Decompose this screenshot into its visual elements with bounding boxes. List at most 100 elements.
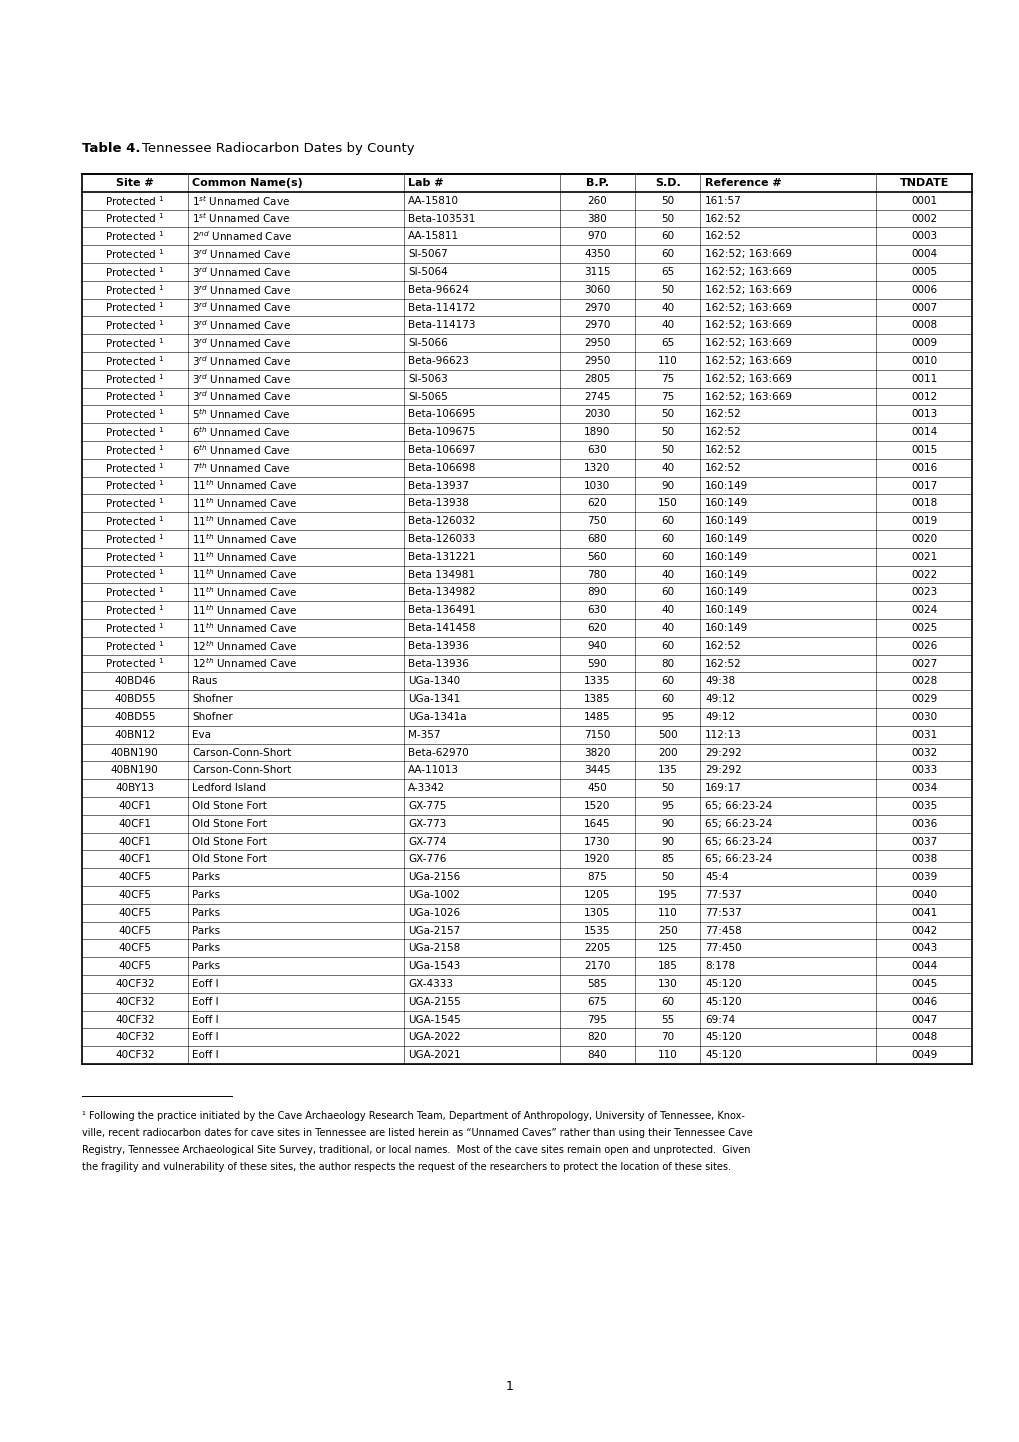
Text: 40CF32: 40CF32 <box>115 996 155 1007</box>
Text: 0039: 0039 <box>910 872 936 883</box>
Text: 1535: 1535 <box>584 926 610 936</box>
Text: 0040: 0040 <box>910 890 936 900</box>
Text: Beta-96624: Beta-96624 <box>408 284 469 294</box>
Text: Old Stone Fort: Old Stone Fort <box>192 800 267 810</box>
Text: 50: 50 <box>660 783 674 793</box>
Text: Common Name(s): Common Name(s) <box>192 177 303 187</box>
Text: Protected $^1$: Protected $^1$ <box>105 247 164 261</box>
Text: 680: 680 <box>587 534 606 544</box>
Text: 75: 75 <box>660 391 674 401</box>
Text: 630: 630 <box>587 606 606 616</box>
Text: 585: 585 <box>587 979 606 989</box>
Text: 75: 75 <box>660 373 674 384</box>
Text: Protected $^1$: Protected $^1$ <box>105 300 164 314</box>
Text: 162:52; 163:669: 162:52; 163:669 <box>704 337 791 348</box>
Text: 80: 80 <box>660 659 674 669</box>
Text: 162:52: 162:52 <box>704 410 741 420</box>
Text: UGa-1026: UGa-1026 <box>408 907 460 917</box>
Text: AA-15810: AA-15810 <box>408 196 459 206</box>
Text: UGa-1543: UGa-1543 <box>408 962 461 970</box>
Text: 2745: 2745 <box>584 391 610 401</box>
Text: 0027: 0027 <box>910 659 936 669</box>
Text: 169:17: 169:17 <box>704 783 741 793</box>
Text: 40CF1: 40CF1 <box>118 854 151 864</box>
Text: Eva: Eva <box>192 730 211 740</box>
Text: 77:458: 77:458 <box>704 926 741 936</box>
Text: 40CF1: 40CF1 <box>118 819 151 829</box>
Text: $11^{th}$ Unnamed Cave: $11^{th}$ Unnamed Cave <box>192 479 298 492</box>
Text: 0033: 0033 <box>910 766 936 776</box>
Text: Carson-Conn-Short: Carson-Conn-Short <box>192 747 291 757</box>
Text: Eoff I: Eoff I <box>192 1015 218 1024</box>
Text: Beta-106695: Beta-106695 <box>408 410 475 420</box>
Text: SI-5063: SI-5063 <box>408 373 447 384</box>
Text: 135: 135 <box>657 766 677 776</box>
Text: 0022: 0022 <box>910 570 936 580</box>
Text: Beta-13936: Beta-13936 <box>408 659 469 669</box>
Text: Parks: Parks <box>192 890 220 900</box>
Text: Parks: Parks <box>192 962 220 970</box>
Text: 60: 60 <box>660 996 674 1007</box>
Text: Table 4.: Table 4. <box>82 141 141 154</box>
Text: 1: 1 <box>505 1380 514 1393</box>
Text: Protected $^1$: Protected $^1$ <box>105 549 164 564</box>
Text: 90: 90 <box>660 819 674 829</box>
Text: 2805: 2805 <box>584 373 610 384</box>
Text: 162:52: 162:52 <box>704 659 741 669</box>
Text: 0013: 0013 <box>910 410 936 420</box>
Text: UGa-1341: UGa-1341 <box>408 694 461 704</box>
Text: 162:52; 163:669: 162:52; 163:669 <box>704 356 791 366</box>
Text: 620: 620 <box>587 499 606 508</box>
Text: Protected $^1$: Protected $^1$ <box>105 639 164 653</box>
Text: Beta-96623: Beta-96623 <box>408 356 469 366</box>
Text: $3^{rd}$ Unnamed Cave: $3^{rd}$ Unnamed Cave <box>192 336 290 350</box>
Text: 2970: 2970 <box>584 320 610 330</box>
Text: 0007: 0007 <box>910 303 936 313</box>
Text: 7150: 7150 <box>584 730 610 740</box>
Text: $1^{st}$ Unnamed Cave: $1^{st}$ Unnamed Cave <box>192 193 289 208</box>
Text: 3115: 3115 <box>584 267 610 277</box>
Text: 890: 890 <box>587 587 606 597</box>
Text: Protected $^1$: Protected $^1$ <box>105 585 164 600</box>
Text: 60: 60 <box>660 587 674 597</box>
Text: Shofner: Shofner <box>192 694 232 704</box>
Text: 160:149: 160:149 <box>704 480 748 490</box>
Text: 0004: 0004 <box>910 249 936 260</box>
Text: 185: 185 <box>657 962 677 970</box>
Text: 40BN12: 40BN12 <box>114 730 155 740</box>
Text: 0037: 0037 <box>910 836 936 846</box>
Text: 162:52: 162:52 <box>704 446 741 454</box>
Text: 260: 260 <box>587 196 606 206</box>
Text: $11^{th}$ Unnamed Cave: $11^{th}$ Unnamed Cave <box>192 603 298 617</box>
Text: 49:38: 49:38 <box>704 676 735 686</box>
Text: 40: 40 <box>660 320 674 330</box>
Text: Beta-13937: Beta-13937 <box>408 480 469 490</box>
Text: 0041: 0041 <box>910 907 936 917</box>
Text: 875: 875 <box>587 872 606 883</box>
Text: Protected $^1$: Protected $^1$ <box>105 568 164 581</box>
Text: $1^{st}$ Unnamed Cave: $1^{st}$ Unnamed Cave <box>192 212 289 225</box>
Text: Beta-62970: Beta-62970 <box>408 747 469 757</box>
Text: 160:149: 160:149 <box>704 623 748 633</box>
Text: 162:52: 162:52 <box>704 640 741 650</box>
Text: Parks: Parks <box>192 872 220 883</box>
Text: 40CF5: 40CF5 <box>118 907 151 917</box>
Text: 450: 450 <box>587 783 606 793</box>
Text: Protected $^1$: Protected $^1$ <box>105 479 164 492</box>
Text: Old Stone Fort: Old Stone Fort <box>192 819 267 829</box>
Text: SI-5067: SI-5067 <box>408 249 447 260</box>
Text: 65; 66:23-24: 65; 66:23-24 <box>704 800 771 810</box>
Text: AA-15811: AA-15811 <box>408 231 459 241</box>
Text: Protected $^1$: Protected $^1$ <box>105 443 164 457</box>
Text: 77:450: 77:450 <box>704 943 741 953</box>
Text: 0003: 0003 <box>910 231 936 241</box>
Text: 60: 60 <box>660 534 674 544</box>
Text: Beta-134982: Beta-134982 <box>408 587 475 597</box>
Text: Protected $^1$: Protected $^1$ <box>105 212 164 225</box>
Text: 40CF32: 40CF32 <box>115 979 155 989</box>
Text: 160:149: 160:149 <box>704 587 748 597</box>
Text: Protected $^1$: Protected $^1$ <box>105 408 164 421</box>
Text: 77:537: 77:537 <box>704 907 741 917</box>
Text: 0025: 0025 <box>910 623 936 633</box>
Text: 162:52; 163:669: 162:52; 163:669 <box>704 284 791 294</box>
